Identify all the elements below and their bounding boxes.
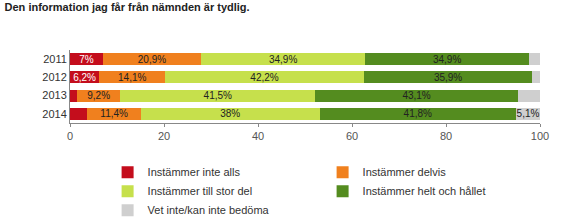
svg-text:38%: 38% — [220, 108, 240, 119]
svg-text:40: 40 — [252, 130, 264, 142]
svg-text:0: 0 — [67, 130, 73, 142]
svg-text:100: 100 — [531, 130, 549, 142]
svg-text:2013: 2013 — [42, 89, 66, 101]
svg-text:Vet inte/kan inte bedöma: Vet inte/kan inte bedöma — [148, 204, 270, 216]
svg-text:34,9%: 34,9% — [433, 54, 461, 65]
svg-text:35,9%: 35,9% — [434, 72, 462, 83]
svg-text:6,2%: 6,2% — [73, 72, 96, 83]
svg-text:2011: 2011 — [43, 53, 67, 65]
svg-text:11,4%: 11,4% — [100, 108, 128, 119]
svg-text:20: 20 — [158, 130, 170, 142]
svg-text:Instämmer delvis: Instämmer delvis — [363, 166, 447, 178]
svg-text:41,5%: 41,5% — [204, 90, 232, 101]
svg-text:2014: 2014 — [42, 108, 66, 120]
svg-text:Den information jag får från n: Den information jag får från nämnden är … — [5, 1, 250, 13]
svg-text:41,8%: 41,8% — [404, 108, 432, 119]
svg-text:Instämmer till stor del: Instämmer till stor del — [148, 185, 253, 197]
svg-text:42,2%: 42,2% — [250, 72, 278, 83]
svg-text:20,9%: 20,9% — [138, 54, 166, 65]
svg-text:43,1%: 43,1% — [402, 90, 430, 101]
svg-text:Instämmer inte alls: Instämmer inte alls — [148, 166, 241, 178]
svg-text:Instämmer helt och hållet: Instämmer helt och hållet — [363, 185, 486, 197]
svg-text:80: 80 — [440, 130, 452, 142]
svg-text:14,1%: 14,1% — [118, 72, 146, 83]
svg-text:34,9%: 34,9% — [269, 54, 297, 65]
svg-text:9,2%: 9,2% — [87, 90, 110, 101]
svg-text:2012: 2012 — [42, 71, 66, 83]
svg-text:5,1%: 5,1% — [517, 108, 540, 119]
svg-text:60: 60 — [346, 130, 358, 142]
svg-text:7%: 7% — [79, 54, 94, 65]
